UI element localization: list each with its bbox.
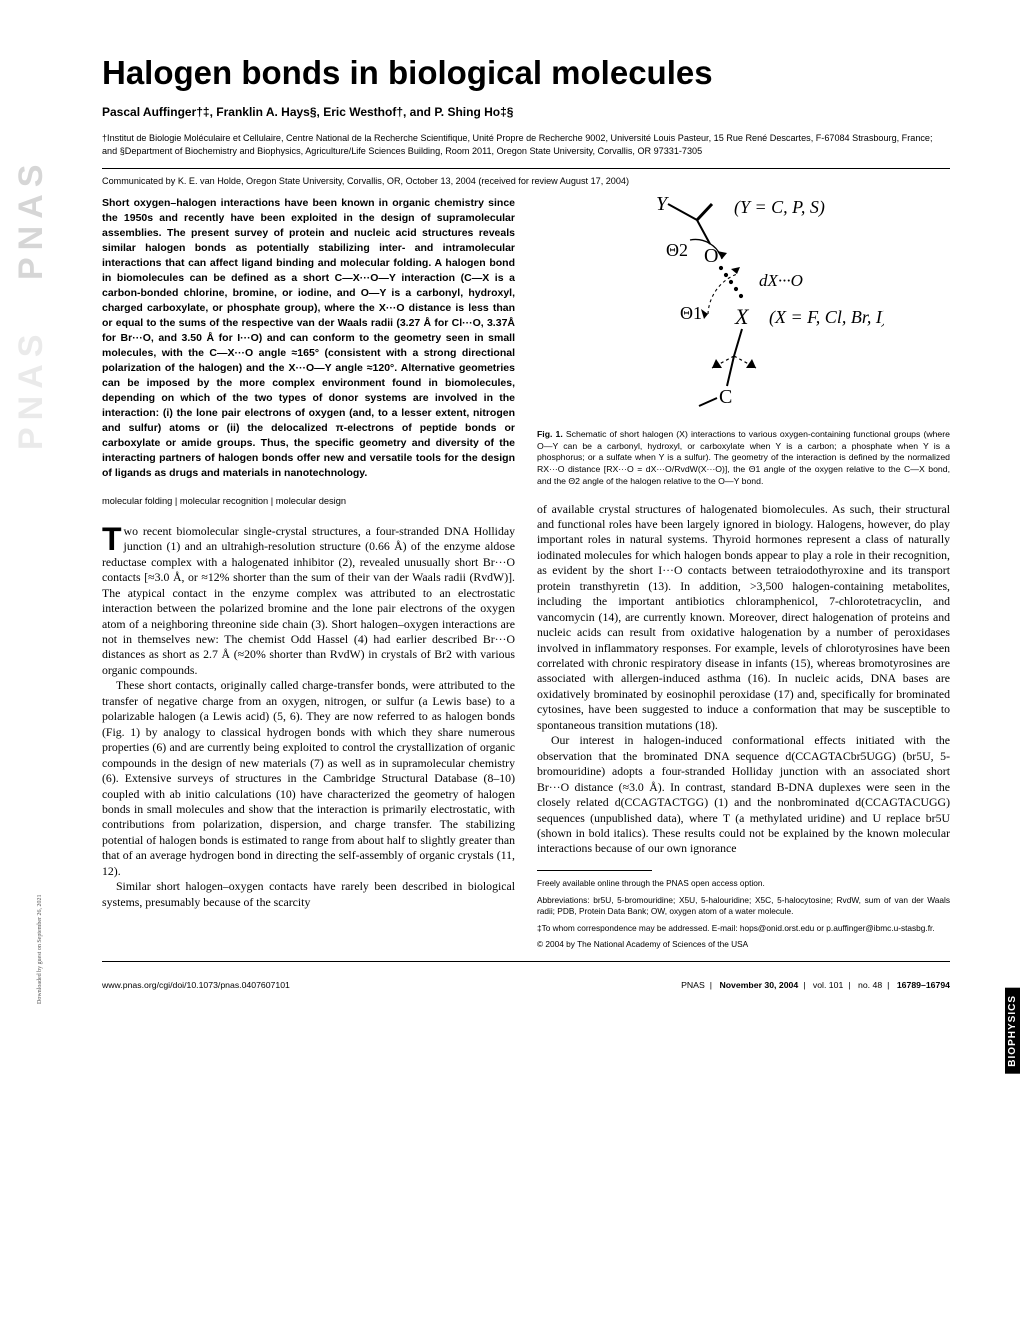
svg-text:X: X	[734, 304, 750, 329]
intro-body: Two recent biomolecular single-crystal s…	[102, 524, 515, 910]
footer-url: www.pnas.org/cgi/doi/10.1073/pnas.040760…	[102, 980, 290, 990]
abstract: Short oxygen–halogen interactions have b…	[102, 196, 515, 481]
communicated-line: Communicated by K. E. van Holde, Oregon …	[102, 176, 950, 186]
svg-text:C: C	[719, 386, 732, 408]
col2-p2: Our interest in halogen-induced conforma…	[537, 733, 950, 857]
rule-top	[102, 168, 950, 169]
authors-line: Pascal Auffinger†‡, Franklin A. Hays§, E…	[102, 105, 950, 119]
dropcap: T	[102, 524, 124, 552]
rule-bottom	[102, 961, 950, 962]
right-column: Y (Y = C, P, S) O Θ2 dX···O	[537, 196, 950, 956]
intro-p1-text: wo recent biomolecular single-crystal st…	[102, 524, 515, 677]
left-column: Short oxygen–halogen interactions have b…	[102, 196, 515, 956]
svg-text:(X = F, Cl, Br, I): (X = F, Cl, Br, I)	[769, 307, 884, 328]
footer-date: November 30, 2004	[719, 980, 798, 990]
col2-body: of available crystal structures of halog…	[537, 502, 950, 857]
svg-text:dX···O: dX···O	[759, 271, 803, 290]
figure-1-caption-lead: Fig. 1.	[537, 429, 563, 439]
footnote-2: Abbreviations: br5U, 5-bromouridine; X5U…	[537, 895, 950, 918]
keywords: molecular folding | molecular recognitio…	[102, 496, 515, 506]
intro-p2: These short contacts, originally called …	[102, 678, 515, 879]
figure-1: Y (Y = C, P, S) O Θ2 dX···O	[537, 196, 950, 488]
footer-no: no. 48	[858, 980, 882, 990]
svg-text:(Y = C, P, S): (Y = C, P, S)	[734, 197, 825, 218]
figure-1-caption: Fig. 1. Schematic of short halogen (X) i…	[537, 429, 950, 488]
two-column-layout: Short oxygen–halogen interactions have b…	[102, 196, 950, 956]
footer-right: PNAS| November 30, 2004| vol. 101| no. 4…	[681, 980, 950, 990]
footer-pnas: PNAS	[681, 980, 705, 990]
page-footer: www.pnas.org/cgi/doi/10.1073/pnas.040760…	[102, 980, 950, 990]
figure-1-caption-text: Schematic of short halogen (X) interacti…	[537, 429, 950, 486]
article-title: Halogen bonds in biological molecules	[102, 55, 950, 91]
svg-text:Θ1: Θ1	[680, 303, 702, 323]
intro-p3: Similar short halogen–oxygen contacts ha…	[102, 879, 515, 910]
intro-p1: Two recent biomolecular single-crystal s…	[102, 524, 515, 679]
svg-text:Θ2: Θ2	[666, 240, 688, 260]
col2-p1: of available crystal structures of halog…	[537, 502, 950, 734]
figure-1-svg: Y (Y = C, P, S) O Θ2 dX···O	[604, 196, 884, 421]
footnote-3: ‡To whom correspondence may be addressed…	[537, 923, 950, 935]
footer-pages: 16789–16794	[897, 980, 950, 990]
footnote-rule	[537, 870, 652, 871]
footnote-4: © 2004 by The National Academy of Scienc…	[537, 939, 950, 951]
svg-text:Y: Y	[656, 196, 669, 215]
footnote-1: Freely available online through the PNAS…	[537, 878, 950, 890]
page-container: Halogen bonds in biological molecules Pa…	[0, 0, 1020, 1030]
footer-vol: vol. 101	[813, 980, 843, 990]
affiliations: †Institut de Biologie Moléculaire et Cel…	[102, 132, 950, 157]
